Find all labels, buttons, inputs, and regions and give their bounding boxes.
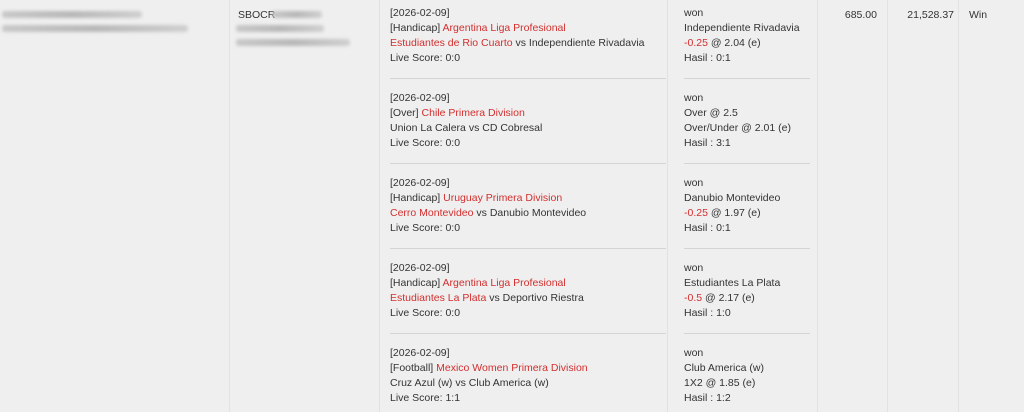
selection-column: won Independiente Rivadavia -0.25 @ 2.04…	[668, 0, 818, 412]
final-result: Hasil : 1:2	[684, 392, 731, 404]
odds: @ 2.04 (e)	[710, 37, 761, 49]
redacted-username	[2, 11, 142, 18]
stake-amount: 685.00	[844, 9, 877, 21]
away-team: Club America (w)	[468, 377, 549, 389]
vs-label: vs	[468, 122, 480, 134]
home-team: Union La Calera	[390, 122, 466, 134]
selection-info: won Estudiantes La Plata -0.5 @ 2.17 (e)…	[684, 261, 812, 321]
selection-pick: Estudiantes La Plata	[684, 277, 781, 289]
bet-type: [Football]	[390, 362, 434, 374]
payout-amount: 21,528.37	[907, 9, 954, 21]
bet-status: won	[684, 177, 704, 189]
bet-status: won	[684, 7, 704, 19]
final-result: Hasil : 0:1	[684, 52, 731, 64]
match-info: [2026-02-09] [Handicap] Uruguay Primera …	[390, 176, 668, 236]
final-result: Hasil : 3:1	[684, 137, 731, 149]
live-score: Live Score: 0:0	[390, 137, 461, 149]
match-date: [2026-02-09]	[390, 177, 450, 189]
match-info: [2026-02-09] [Handicap] Argentina Liga P…	[390, 6, 668, 66]
vs-label: vs	[455, 377, 466, 389]
selection-pick: Club America (w)	[684, 362, 764, 374]
league-name: Mexico Women Primera Division	[436, 362, 588, 374]
away-team: Independiente Rivadavia	[528, 37, 645, 49]
live-score: Live Score: 0:0	[390, 222, 461, 234]
away-team: Deportivo Riestra	[502, 292, 584, 304]
vs-label: vs	[515, 37, 527, 49]
ticket-column: SBOCR-	[230, 0, 380, 412]
bet-status: won	[684, 347, 704, 359]
league-name: Chile Primera Division	[421, 107, 525, 119]
divider	[390, 163, 666, 164]
bet-type: [Handicap]	[390, 277, 441, 289]
vs-label: vs	[489, 292, 500, 304]
selection-pick: Danubio Montevideo	[684, 192, 781, 204]
match-date: [2026-02-09]	[390, 262, 450, 274]
home-team: Cerro Montevideo	[390, 207, 474, 219]
match-info: [2026-02-09] [Over] Chile Primera Divisi…	[390, 91, 668, 151]
redacted-detail	[2, 25, 188, 32]
redacted-line	[236, 39, 350, 46]
handicap-line: -0.25	[684, 37, 708, 49]
divider	[390, 78, 666, 79]
match-info: [2026-02-09] [Football] Mexico Women Pri…	[390, 346, 668, 406]
league-name: Argentina Liga Profesional	[442, 277, 566, 289]
redacted-line	[236, 25, 324, 32]
odds: @ 2.17 (e)	[705, 292, 755, 304]
bet-type: [Handicap]	[390, 192, 441, 204]
divider	[684, 163, 810, 164]
divider	[684, 248, 810, 249]
odds: Over/Under @ 2.01 (e)	[684, 122, 791, 134]
selection-info: won Club America (w) 1X2 @ 1.85 (e) Hasi…	[684, 346, 812, 406]
divider	[390, 333, 666, 334]
away-team: CD Cobresal	[482, 122, 543, 134]
match-info: [2026-02-09] [Handicap] Argentina Liga P…	[390, 261, 668, 321]
live-score: Live Score: 0:0	[390, 307, 461, 319]
divider	[684, 78, 810, 79]
result-column: Win	[959, 0, 1024, 412]
league-name: Argentina Liga Profesional	[442, 22, 566, 34]
result-status: Win	[969, 9, 988, 21]
bet-type: [Over]	[390, 107, 419, 119]
handicap-line: -0.5	[684, 292, 703, 304]
redacted-ticket-id	[272, 11, 322, 18]
home-team: Estudiantes de Rio Cuarto	[390, 37, 513, 49]
selection-pick: Independiente Rivadavia	[684, 22, 800, 34]
final-result: Hasil : 1:0	[684, 307, 731, 319]
selection-info: won Independiente Rivadavia -0.25 @ 2.04…	[684, 6, 812, 66]
match-date: [2026-02-09]	[390, 347, 450, 359]
vs-label: vs	[476, 207, 487, 219]
match-date: [2026-02-09]	[390, 92, 450, 104]
league-name: Uruguay Primera Division	[443, 192, 563, 204]
live-score: Live Score: 1:1	[390, 392, 461, 404]
bet-status: won	[684, 262, 704, 274]
divider	[684, 333, 810, 334]
final-result: Hasil : 0:1	[684, 222, 731, 234]
match-date: [2026-02-09]	[390, 7, 450, 19]
odds: 1X2 @ 1.85 (e)	[684, 377, 756, 389]
user-column	[0, 0, 230, 412]
selection-info: won Over @ 2.5 Over/Under @ 2.01 (e) Has…	[684, 91, 812, 151]
payout-column: 21,528.37	[888, 0, 959, 412]
live-score: Live Score: 0:0	[390, 52, 461, 64]
bet-status: won	[684, 92, 704, 104]
stake-column: 685.00	[818, 0, 888, 412]
home-team: Estudiantes La Plata	[390, 292, 487, 304]
handicap-line: -0.25	[684, 207, 708, 219]
home-team: Cruz Azul (w)	[390, 377, 453, 389]
odds: @ 1.97 (e)	[710, 207, 761, 219]
ticket-ref-prefix: SBOCR-	[238, 9, 279, 21]
selection-pick: Over @ 2.5	[684, 107, 738, 119]
away-team: Danubio Montevideo	[489, 207, 587, 219]
match-column: [2026-02-09] [Handicap] Argentina Liga P…	[380, 0, 668, 412]
selection-info: won Danubio Montevideo -0.25 @ 1.97 (e) …	[684, 176, 812, 236]
bet-type: [Handicap]	[390, 22, 441, 34]
divider	[390, 248, 666, 249]
